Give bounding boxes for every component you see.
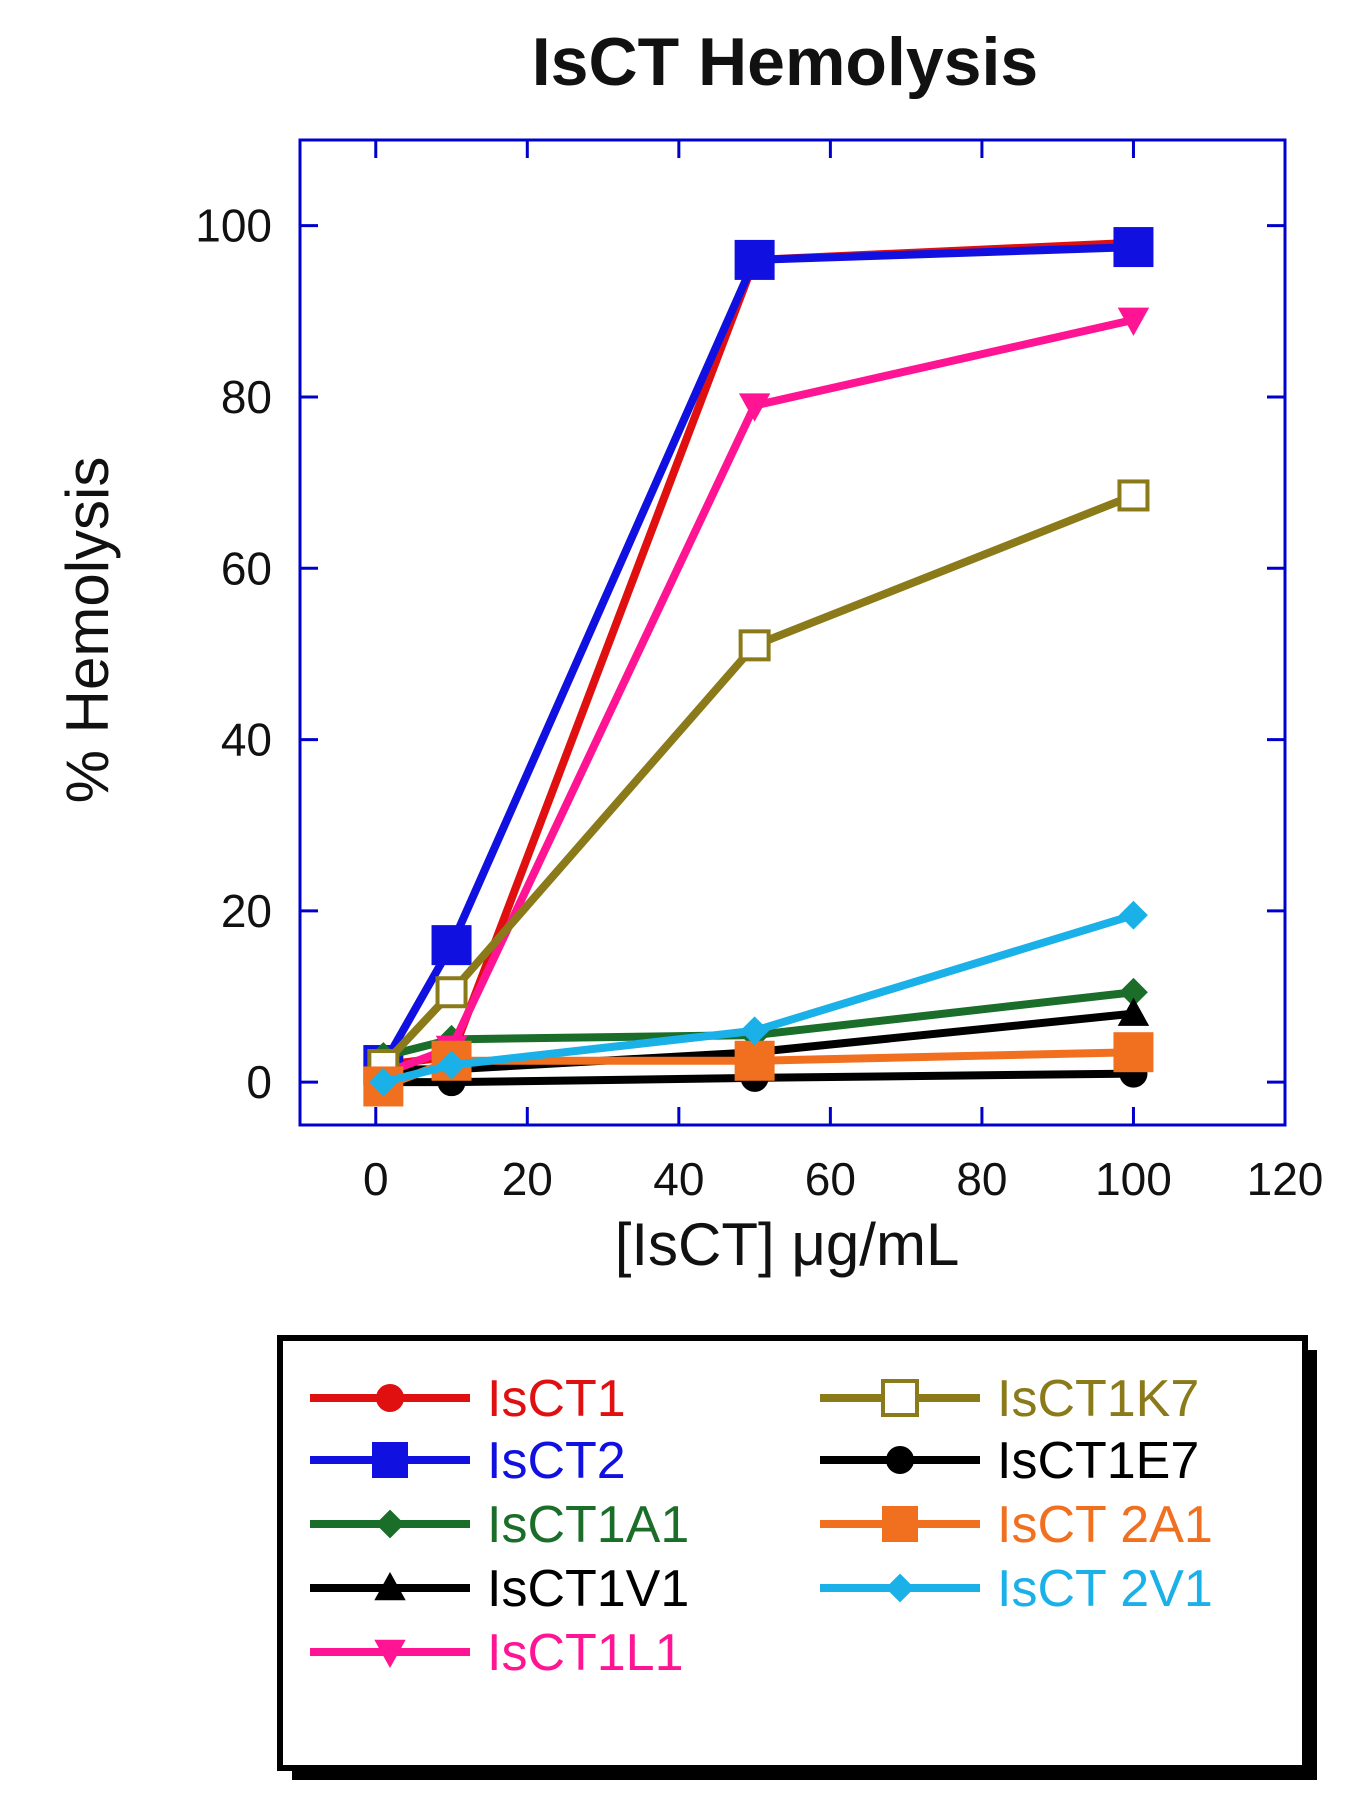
series-line	[382, 911, 1135, 1087]
series-line	[381, 315, 1135, 1078]
data-point	[1113, 1032, 1154, 1073]
data-point	[1117, 479, 1150, 512]
x-tick-label: 120	[1247, 1153, 1324, 1205]
x-axis-ticks: 0 20 40 60 80 100 120	[363, 140, 1323, 1205]
series-isct2	[363, 227, 1154, 1086]
legend-swatch-marker	[882, 1506, 918, 1542]
legend-label: IsCT1	[487, 1370, 626, 1428]
legend-swatch-marker	[372, 1442, 408, 1478]
data-point	[437, 1050, 466, 1080]
legend-item: IsCT1E7	[820, 1432, 1199, 1490]
legend-label: IsCT1A1	[487, 1496, 689, 1554]
series-isct1k7	[367, 479, 1150, 1082]
series-isct1l1	[367, 307, 1150, 1090]
legend-label: IsCT1L1	[487, 1624, 684, 1682]
data-point	[1117, 997, 1150, 1026]
legend-item: IsCT1L1	[310, 1624, 684, 1682]
data-point	[734, 239, 775, 280]
x-tick-label: 40	[653, 1153, 704, 1205]
series-line	[379, 243, 1134, 1068]
legend-swatch-marker	[374, 1571, 406, 1601]
y-axis-label: % Hemolysis	[54, 457, 121, 804]
plot-frame	[298, 138, 1287, 1127]
legend-swatch-marker	[375, 1509, 405, 1539]
series-line	[383, 1069, 1134, 1087]
data-point	[1113, 227, 1154, 268]
chart-title: IsCT Hemolysis	[532, 24, 1038, 100]
x-tick-label: 80	[956, 1153, 1007, 1205]
y-tick-label: 0	[246, 1056, 272, 1108]
data-point	[435, 976, 468, 1009]
data-point	[1117, 307, 1150, 336]
data-point	[1119, 900, 1148, 930]
legend-swatch-marker	[886, 1446, 914, 1474]
y-tick-label: 40	[221, 714, 272, 766]
y-axis-ticks: 0 20 40 60 80 100	[195, 200, 1285, 1108]
x-tick-label: 100	[1095, 1153, 1172, 1205]
legend-item: IsCT 2A1	[820, 1496, 1213, 1554]
legend-item: IsCT1	[310, 1370, 626, 1428]
legend-swatch-marker	[374, 1639, 406, 1669]
data-point	[738, 629, 771, 662]
y-tick-label: 60	[221, 542, 272, 594]
y-tick-label: 20	[221, 885, 272, 937]
series-line	[380, 491, 1135, 1068]
legend-item: IsCT1V1	[310, 1560, 689, 1618]
legend-item: IsCT 2V1	[820, 1560, 1213, 1618]
legend-label: IsCT 2V1	[997, 1560, 1213, 1618]
legend-label: IsCT1E7	[997, 1432, 1199, 1490]
x-tick-label: 20	[502, 1153, 553, 1205]
legend-box	[277, 1335, 1308, 1771]
legend-label: IsCT1K7	[997, 1370, 1199, 1428]
legend: IsCT1IsCT2IsCT1A1IsCT1V1IsCT1L1IsCT1K7Is…	[277, 1335, 1317, 1780]
data-point	[368, 1067, 398, 1097]
legend-label: IsCT1V1	[487, 1560, 689, 1618]
legend-swatch-marker	[376, 1384, 404, 1412]
legend-swatch-marker	[881, 1379, 919, 1417]
data-point	[734, 1040, 775, 1081]
series-layer	[363, 227, 1154, 1107]
data-point	[740, 1016, 770, 1046]
series-isct-2v1	[368, 900, 1148, 1097]
data-point	[431, 925, 472, 966]
series-line	[382, 988, 1134, 1061]
legend-item: IsCT1K7	[820, 1370, 1199, 1428]
data-point	[738, 393, 771, 422]
legend-item: IsCT1A1	[310, 1496, 689, 1554]
y-tick-label: 80	[221, 371, 272, 423]
legend-label: IsCT2	[487, 1432, 626, 1490]
legend-item: IsCT2	[310, 1432, 626, 1490]
plot-area	[298, 138, 1287, 1127]
legend-label: IsCT 2A1	[997, 1496, 1213, 1554]
x-tick-label: 0	[363, 1153, 389, 1205]
x-tick-label: 60	[805, 1153, 856, 1205]
legend-swatch-marker	[885, 1573, 915, 1603]
y-tick-label: 100	[195, 200, 272, 252]
x-axis-label: [IsCT] μg/mL	[615, 1211, 960, 1278]
